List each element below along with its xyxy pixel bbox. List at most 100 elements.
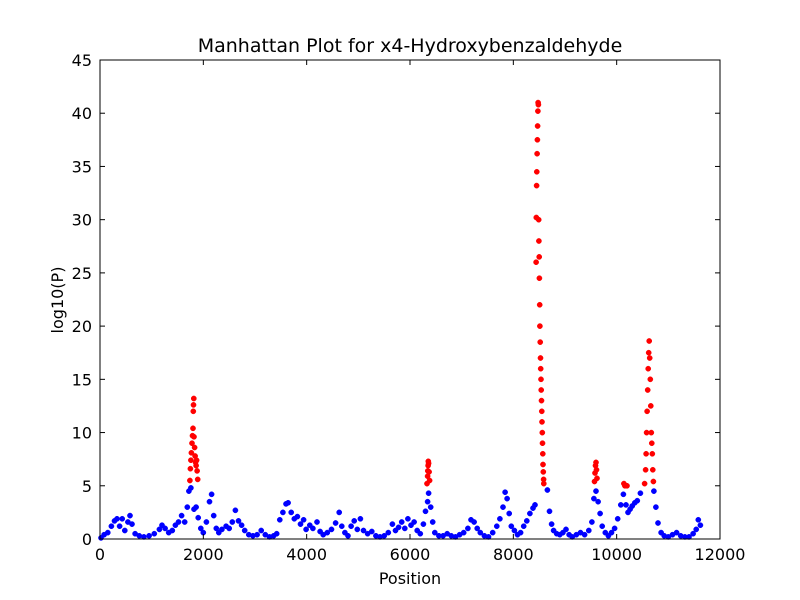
data-point [254, 531, 260, 538]
chart-title: Manhattan Plot for x4-Hydroxybenzaldehyd… [198, 35, 623, 57]
data-point [395, 524, 402, 531]
data-point [581, 531, 588, 538]
data-point [538, 387, 545, 393]
data-point [536, 275, 543, 282]
data-point [537, 355, 544, 361]
data-point [471, 519, 477, 525]
data-point [385, 529, 392, 536]
data-point [537, 365, 544, 372]
data-point [288, 509, 295, 516]
data-point [465, 525, 471, 532]
data-point [280, 509, 286, 516]
data-point [328, 526, 335, 533]
data-point [273, 530, 280, 537]
data-point [348, 523, 354, 530]
data-point [585, 527, 592, 534]
data-point [190, 395, 197, 402]
data-point [238, 522, 245, 529]
data-point [539, 440, 546, 447]
data-point [502, 489, 508, 496]
data-point [511, 527, 518, 534]
data-point [104, 529, 111, 536]
data-point [210, 512, 217, 519]
data-point [644, 387, 651, 393]
data-point [389, 521, 396, 527]
data-point [544, 487, 551, 493]
y-tick-label: 30 [72, 211, 92, 230]
y-tick-label: 45 [72, 51, 92, 70]
data-point [431, 529, 438, 536]
data-point [643, 429, 650, 436]
data-point [184, 504, 191, 510]
data-point [548, 521, 555, 527]
data-point [226, 525, 233, 532]
data-point [536, 254, 543, 260]
y-tick-label: 0 [82, 530, 92, 549]
data-point [345, 532, 351, 539]
data-point [303, 526, 309, 533]
data-point [194, 468, 200, 474]
data-point [540, 480, 547, 487]
data-point [121, 527, 128, 534]
data-point [608, 529, 615, 536]
data-point [460, 529, 467, 536]
data-point [599, 523, 606, 530]
data-point [354, 526, 361, 533]
points-layer [98, 99, 704, 541]
data-point [594, 475, 600, 482]
data-point [146, 532, 152, 539]
data-point [497, 515, 503, 522]
x-tick-label: 6000 [390, 545, 431, 564]
data-point [651, 488, 657, 494]
data-point [535, 108, 541, 114]
data-point [534, 136, 541, 143]
series-above-threshold [187, 99, 657, 489]
data-point [536, 238, 542, 244]
data-point [695, 516, 702, 523]
data-point [646, 338, 653, 344]
data-point [595, 498, 601, 505]
data-point [647, 376, 654, 383]
data-point [489, 529, 496, 536]
data-point [162, 525, 168, 532]
data-point [425, 490, 432, 497]
data-point [697, 522, 704, 529]
data-point [593, 488, 599, 494]
data-point [190, 408, 197, 415]
y-tick-label: 35 [72, 157, 92, 176]
data-point [426, 477, 433, 484]
data-point [338, 523, 345, 530]
data-point [276, 516, 283, 523]
data-point [539, 419, 545, 425]
data-point [611, 525, 618, 532]
x-tick-label: 10000 [591, 545, 642, 564]
data-point [504, 495, 510, 502]
data-point [614, 515, 621, 522]
x-axis-title: Position [379, 569, 441, 588]
data-point [189, 440, 195, 447]
y-tick-label: 40 [72, 104, 92, 123]
data-point [534, 150, 540, 157]
data-point [190, 425, 196, 432]
data-point [533, 168, 540, 175]
data-point [297, 521, 304, 527]
y-axis: 0 5 10 15 20 25 30 35 40 45 [72, 51, 720, 549]
data-point [537, 323, 543, 329]
data-point [593, 466, 600, 473]
y-tick-label: 10 [72, 424, 92, 443]
data-point [294, 513, 301, 520]
data-point [381, 532, 388, 539]
data-point [517, 529, 524, 536]
x-axis: 0 2000 4000 6000 8000 10000 12000 [95, 60, 745, 564]
x-tick-label: 4000 [286, 545, 327, 564]
data-point [181, 519, 188, 525]
data-point [324, 529, 331, 536]
data-point [623, 502, 629, 508]
data-point [188, 457, 194, 464]
data-point [420, 521, 427, 527]
data-point [538, 408, 545, 415]
data-point [332, 520, 339, 526]
